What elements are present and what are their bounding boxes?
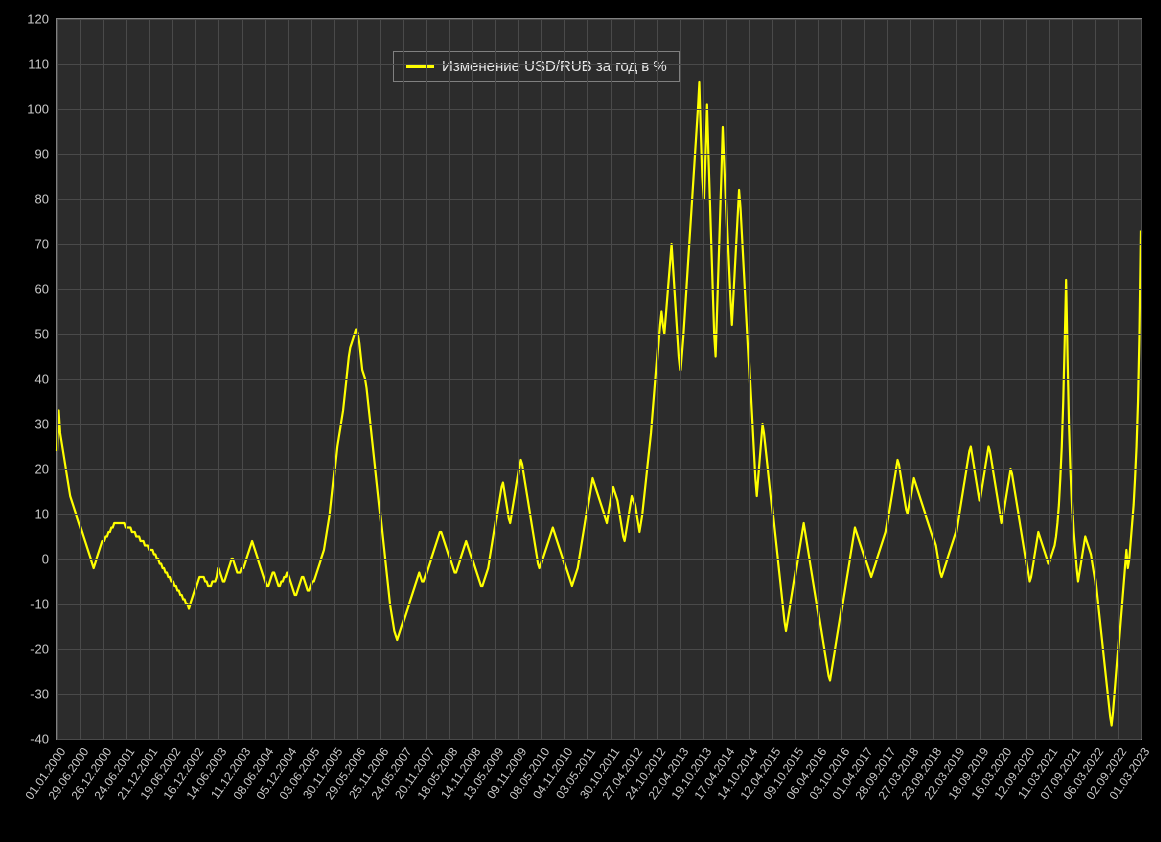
grid-line-vertical [357, 19, 358, 739]
grid-line-vertical [841, 19, 842, 739]
grid-line-vertical [403, 19, 404, 739]
grid-line-horizontal [57, 424, 1141, 425]
plot-area: Изменение USD/RUB за год в % -40-30-20-1… [56, 18, 1142, 740]
grid-line-vertical [472, 19, 473, 739]
grid-line-vertical [1026, 19, 1027, 739]
y-tick-label: -30 [30, 687, 49, 702]
legend: Изменение USD/RUB за год в % [393, 51, 680, 82]
y-tick-label: 120 [27, 12, 49, 27]
grid-line-horizontal [57, 604, 1141, 605]
chart-container: Изменение USD/RUB за год в % -40 -30 -20 -1… [0, 0, 1161, 842]
grid-line-vertical [680, 19, 681, 739]
grid-line-vertical [103, 19, 104, 739]
y-tick-label: 80 [35, 192, 49, 207]
grid-line-horizontal [57, 154, 1141, 155]
grid-line-vertical [611, 19, 612, 739]
grid-line-horizontal [57, 649, 1141, 650]
y-tick-label: -20 [30, 642, 49, 657]
grid-line-vertical [1141, 19, 1142, 739]
grid-line-vertical [449, 19, 450, 739]
grid-line-horizontal [57, 19, 1141, 20]
grid-line-horizontal [57, 244, 1141, 245]
grid-line-vertical [564, 19, 565, 739]
grid-line-vertical [818, 19, 819, 739]
y-tick-label: 20 [35, 462, 49, 477]
grid-line-horizontal [57, 199, 1141, 200]
grid-line-horizontal [57, 514, 1141, 515]
y-tick-label: 100 [27, 102, 49, 117]
grid-line-vertical [1049, 19, 1050, 739]
grid-line-vertical [980, 19, 981, 739]
y-tick-label: 70 [35, 237, 49, 252]
grid-line-vertical [864, 19, 865, 739]
grid-line-vertical [956, 19, 957, 739]
grid-line-vertical [1072, 19, 1073, 739]
grid-line-vertical [749, 19, 750, 739]
grid-line-vertical [657, 19, 658, 739]
y-tick-label: 110 [28, 57, 49, 72]
y-tick-label: 10 [35, 507, 49, 522]
grid-line-vertical [172, 19, 173, 739]
grid-line-horizontal [57, 559, 1141, 560]
grid-line-vertical [795, 19, 796, 739]
grid-line-vertical [518, 19, 519, 739]
y-tick-label: 50 [35, 327, 49, 342]
grid-line-vertical [933, 19, 934, 739]
grid-line-vertical [541, 19, 542, 739]
grid-line-vertical [218, 19, 219, 739]
grid-line-vertical [1003, 19, 1004, 739]
grid-line-vertical [242, 19, 243, 739]
y-tick-label: 30 [35, 417, 49, 432]
y-tick-label: 40 [35, 372, 49, 387]
grid-line-vertical [910, 19, 911, 739]
legend-swatch [406, 65, 434, 68]
grid-line-vertical [587, 19, 588, 739]
grid-line-vertical [380, 19, 381, 739]
grid-line-vertical [426, 19, 427, 739]
grid-line-vertical [726, 19, 727, 739]
y-tick-label: -10 [30, 597, 49, 612]
grid-line-vertical [1095, 19, 1096, 739]
grid-line-vertical [265, 19, 266, 739]
grid-line-horizontal [57, 379, 1141, 380]
grid-line-horizontal [57, 109, 1141, 110]
grid-line-horizontal [57, 739, 1141, 740]
grid-line-vertical [311, 19, 312, 739]
grid-line-horizontal [57, 64, 1141, 65]
y-tick-label: 0 [42, 552, 49, 567]
y-tick-label: 90 [35, 147, 49, 162]
grid-line-horizontal [57, 289, 1141, 290]
grid-line-vertical [634, 19, 635, 739]
y-tick-label: -40 [30, 732, 49, 747]
grid-line-horizontal [57, 469, 1141, 470]
grid-line-horizontal [57, 694, 1141, 695]
grid-line-vertical [495, 19, 496, 739]
grid-line-vertical [1118, 19, 1119, 739]
grid-line-vertical [126, 19, 127, 739]
grid-line-vertical [703, 19, 704, 739]
grid-line-horizontal [57, 334, 1141, 335]
line-series [57, 82, 1141, 726]
y-tick-label: 60 [35, 282, 49, 297]
grid-line-vertical [334, 19, 335, 739]
grid-line-vertical [195, 19, 196, 739]
grid-line-vertical [772, 19, 773, 739]
grid-line-vertical [57, 19, 58, 739]
grid-line-vertical [149, 19, 150, 739]
grid-line-vertical [80, 19, 81, 739]
grid-line-vertical [887, 19, 888, 739]
grid-line-vertical [288, 19, 289, 739]
